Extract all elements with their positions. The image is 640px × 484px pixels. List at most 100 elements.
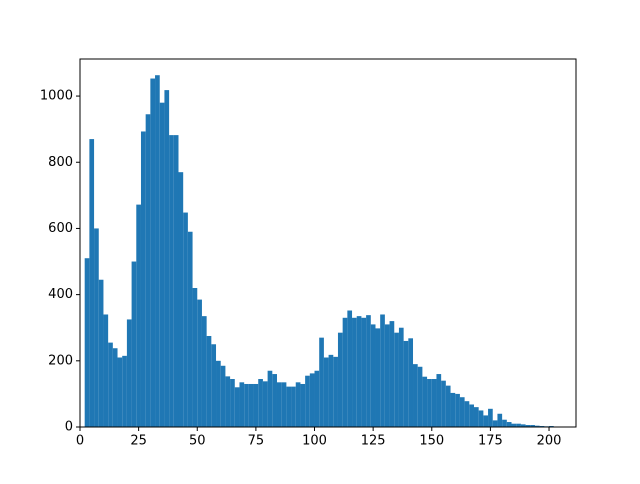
bar [126,319,132,427]
bar [84,258,90,427]
bar [398,327,404,427]
bar [131,261,137,427]
bar [220,365,226,427]
bar [417,366,423,427]
bar [234,387,240,427]
bar [117,357,123,427]
bar [483,415,489,427]
bar [413,364,418,427]
y-tick-label: 200 [48,353,73,368]
bar [525,425,531,427]
bar [450,392,456,427]
bar [98,279,104,427]
bar [333,356,338,427]
bar [192,288,198,427]
bar [422,376,428,427]
bar [201,316,207,427]
bar [342,317,348,427]
x-tick-label: 175 [478,434,503,449]
x-tick-label: 50 [189,434,206,449]
bar [370,324,376,427]
axes-frame [79,58,577,428]
bar [361,317,367,427]
bar [323,357,329,427]
bar [441,380,446,427]
bar [112,348,118,427]
bar [309,373,315,427]
bar [356,316,362,427]
y-tick-label: 400 [48,287,73,302]
bar [478,410,484,427]
bar [216,360,221,427]
bar [492,420,498,427]
bar [488,408,493,427]
bar [150,78,156,427]
bar [427,379,432,427]
bar [436,374,442,427]
bar [178,172,184,427]
bar [352,317,357,427]
bar [225,376,231,427]
bar [506,422,512,427]
bar [403,340,409,427]
bar [169,135,174,427]
bar [253,383,259,427]
bar [455,393,460,427]
bar [384,324,390,427]
bar [516,423,521,427]
bar [140,131,146,427]
x-tick-label: 125 [361,434,386,449]
bar [183,212,188,427]
bar [173,135,179,427]
bar [258,379,263,427]
bar [375,328,381,427]
bar [136,204,141,427]
y-tick-label: 0 [65,420,73,435]
x-tick-label: 200 [537,434,562,449]
x-tick-label: 100 [302,434,327,449]
bar [122,355,127,427]
bar [459,397,465,427]
bar [239,382,245,427]
bar [262,381,268,427]
bar [347,310,353,427]
bar [94,228,99,427]
bar [408,338,414,427]
bar [366,315,371,427]
bar [164,90,170,427]
x-tick-label: 0 [76,434,84,449]
bar [530,425,535,427]
bar [286,386,292,427]
bar [319,337,324,427]
bar [314,370,320,427]
bar [511,423,517,427]
bar [431,379,437,427]
bar [159,102,165,427]
bar [497,413,503,427]
bar [502,419,507,427]
bar [389,321,395,427]
bar [267,370,273,427]
bar [445,385,451,427]
bar [328,354,334,427]
x-tick-label: 75 [248,434,265,449]
bar [469,404,474,427]
y-tick-label: 1000 [40,89,73,104]
x-tick-label: 25 [130,434,147,449]
y-tick-label: 600 [48,221,73,236]
bar [197,299,202,427]
bar [155,75,160,428]
bar [300,383,306,427]
bar [473,407,479,427]
bar [276,382,282,427]
bar [244,383,249,427]
bar [103,314,109,427]
bar [248,383,254,427]
bar [394,332,399,427]
bar [206,335,212,427]
bar [89,139,95,427]
bar [380,314,385,427]
bar [520,424,526,427]
bar [534,425,540,427]
bar [295,382,301,427]
